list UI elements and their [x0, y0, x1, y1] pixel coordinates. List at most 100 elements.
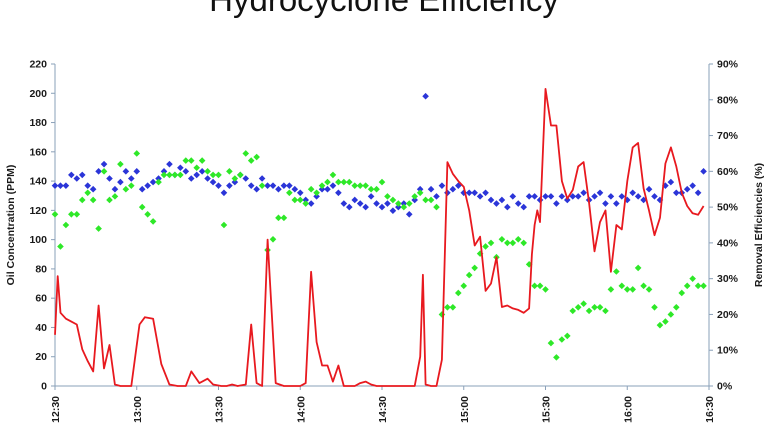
efficiency-blue-point — [634, 193, 642, 200]
efficiency-green-point — [509, 239, 517, 247]
y2-tick-label: 60% — [717, 166, 739, 178]
efficiency-blue-point — [78, 171, 86, 179]
efficiency-green-point — [460, 282, 468, 290]
efficiency-green-point — [613, 268, 620, 275]
efficiency-blue-point — [525, 193, 533, 200]
y-tick-label: 40 — [35, 322, 47, 334]
efficiency-blue-point — [187, 175, 195, 182]
efficiency-blue-point — [416, 185, 424, 193]
efficiency-green-point — [237, 171, 244, 179]
efficiency-green-point — [400, 203, 408, 211]
efficiency-blue-point — [51, 182, 59, 189]
efficiency-blue-point — [498, 196, 506, 204]
efficiency-blue-point — [286, 182, 293, 189]
efficiency-blue-point — [329, 182, 337, 189]
efficiency-green-point — [569, 307, 577, 315]
y2-tick-label: 0% — [717, 381, 733, 393]
y-tick-label: 200 — [29, 88, 47, 100]
efficiency-green-point — [95, 225, 102, 232]
efficiency-blue-point — [618, 193, 626, 200]
efficiency-blue-point — [427, 185, 435, 193]
y2-tick-label: 20% — [717, 309, 739, 321]
efficiency-blue-point — [689, 182, 696, 189]
efficiency-green-point — [362, 182, 369, 189]
efficiency-green-point — [220, 221, 228, 229]
efficiency-green-point — [198, 157, 206, 164]
efficiency-green-point — [416, 189, 424, 197]
efficiency-blue-point — [275, 185, 282, 193]
efficiency-green-point — [324, 178, 331, 186]
efficiency-green-point — [177, 171, 184, 179]
efficiency-blue-point — [302, 196, 309, 204]
efficiency-blue-point — [542, 193, 549, 200]
efficiency-green-point — [547, 339, 555, 347]
efficiency-blue-point — [231, 178, 239, 186]
efficiency-blue-point — [640, 196, 647, 204]
chart-axes — [51, 63, 713, 390]
efficiency-blue-point — [335, 189, 342, 197]
efficiency-green-point — [367, 185, 375, 193]
efficiency-green-point — [275, 214, 282, 222]
efficiency-green-point — [247, 157, 255, 164]
efficiency-green-point — [574, 303, 582, 311]
efficiency-green-point — [536, 282, 544, 290]
efficiency-blue-point — [340, 200, 348, 207]
efficiency-green-point — [62, 221, 70, 229]
efficiency-blue-point — [280, 182, 288, 189]
efficiency-green-point — [187, 157, 195, 164]
efficiency-green-point — [313, 189, 320, 197]
efficiency-green-point — [678, 289, 686, 297]
efficiency-green-point — [286, 189, 293, 197]
efficiency-blue-point — [106, 175, 113, 182]
efficiency-blue-point — [514, 200, 522, 207]
efficiency-blue-point — [651, 193, 658, 200]
efficiency-blue-point — [258, 175, 266, 182]
efficiency-blue-point — [57, 182, 64, 189]
efficiency-green-point — [667, 311, 675, 318]
efficiency-green-point — [673, 303, 680, 311]
x-tick-label: 15:00 — [459, 396, 471, 423]
efficiency-green-point — [106, 196, 113, 204]
efficiency-blue-point — [476, 193, 484, 200]
efficiency-green-point — [356, 182, 364, 189]
efficiency-blue-point — [117, 178, 124, 186]
efficiency-green-point — [384, 193, 391, 200]
y-tick-label: 140 — [29, 176, 47, 188]
efficiency-green-point — [117, 160, 124, 168]
efficiency-blue-point — [356, 200, 364, 207]
efficiency-blue-point — [89, 185, 97, 193]
efficiency-blue-point — [68, 171, 75, 179]
chart-title: Hydrocyclone Efficiency — [0, 0, 768, 19]
efficiency-green-point — [564, 332, 571, 340]
efficiency-blue-point — [100, 160, 108, 168]
efficiency-blue-point — [166, 160, 173, 168]
efficiency-blue-point — [400, 200, 408, 207]
efficiency-blue-point — [569, 193, 577, 200]
efficiency-blue-point — [155, 175, 162, 182]
efficiency-green-point — [133, 150, 141, 157]
efficiency-green-point — [149, 218, 157, 225]
efficiency-green-point — [514, 236, 522, 243]
efficiency-blue-point — [144, 182, 151, 189]
efficiency-green-point — [662, 318, 669, 325]
efficiency-green-point — [656, 321, 664, 329]
x-tick-label: 16:00 — [622, 396, 634, 423]
efficiency-blue-point — [613, 200, 620, 207]
chart-labels: 0 20 40 60 80 100 120 140 160 180 200 220 0% 10% 20% 30… — [5, 59, 765, 423]
efficiency-blue-point — [269, 182, 277, 189]
efficiency-green-point — [291, 196, 299, 204]
efficiency-green-point — [329, 171, 337, 179]
efficiency-blue-point — [84, 182, 91, 189]
efficiency-blue-point — [422, 92, 429, 100]
efficiency-blue-point — [73, 175, 81, 182]
efficiency-green-point — [73, 210, 81, 218]
efficiency-blue-point — [291, 185, 299, 193]
efficiency-blue-point — [482, 189, 489, 197]
oil-concentration-line — [54, 88, 705, 387]
efficiency-green-point — [89, 196, 97, 204]
efficiency-green-point — [422, 196, 429, 204]
efficiency-green-point — [51, 210, 59, 218]
efficiency-blue-point — [389, 207, 397, 214]
efficiency-green-point — [242, 150, 250, 157]
